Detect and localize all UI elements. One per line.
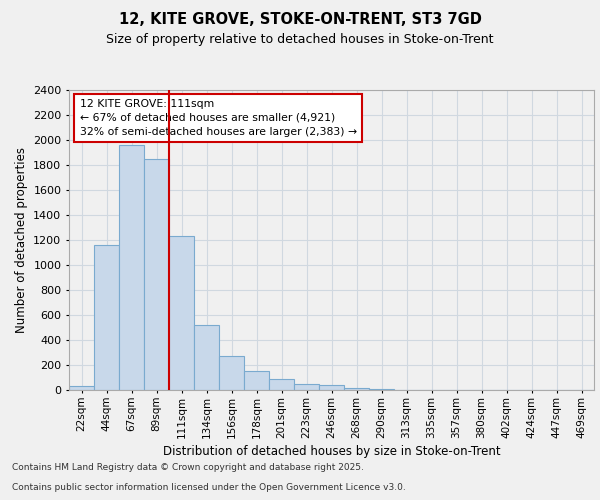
Bar: [119, 145, 144, 390]
Bar: [169, 236, 194, 390]
X-axis label: Distribution of detached houses by size in Stoke-on-Trent: Distribution of detached houses by size …: [163, 444, 500, 458]
Bar: [244, 370, 269, 390]
Text: Contains HM Land Registry data © Crown copyright and database right 2025.: Contains HM Land Registry data © Crown c…: [12, 464, 364, 472]
Bar: [194, 325, 219, 390]
Y-axis label: Number of detached properties: Number of detached properties: [14, 147, 28, 333]
Bar: [294, 384, 319, 390]
Text: Contains public sector information licensed under the Open Government Licence v3: Contains public sector information licen…: [12, 484, 406, 492]
Text: 12 KITE GROVE: 111sqm
← 67% of detached houses are smaller (4,921)
32% of semi-d: 12 KITE GROVE: 111sqm ← 67% of detached …: [79, 99, 356, 137]
Bar: [94, 245, 119, 390]
Bar: [344, 388, 369, 390]
Bar: [269, 379, 294, 390]
Text: 12, KITE GROVE, STOKE-ON-TRENT, ST3 7GD: 12, KITE GROVE, STOKE-ON-TRENT, ST3 7GD: [119, 12, 481, 28]
Bar: [69, 386, 94, 390]
Text: Size of property relative to detached houses in Stoke-on-Trent: Size of property relative to detached ho…: [106, 32, 494, 46]
Bar: [319, 385, 344, 390]
Bar: [219, 356, 244, 390]
Bar: [144, 159, 169, 390]
